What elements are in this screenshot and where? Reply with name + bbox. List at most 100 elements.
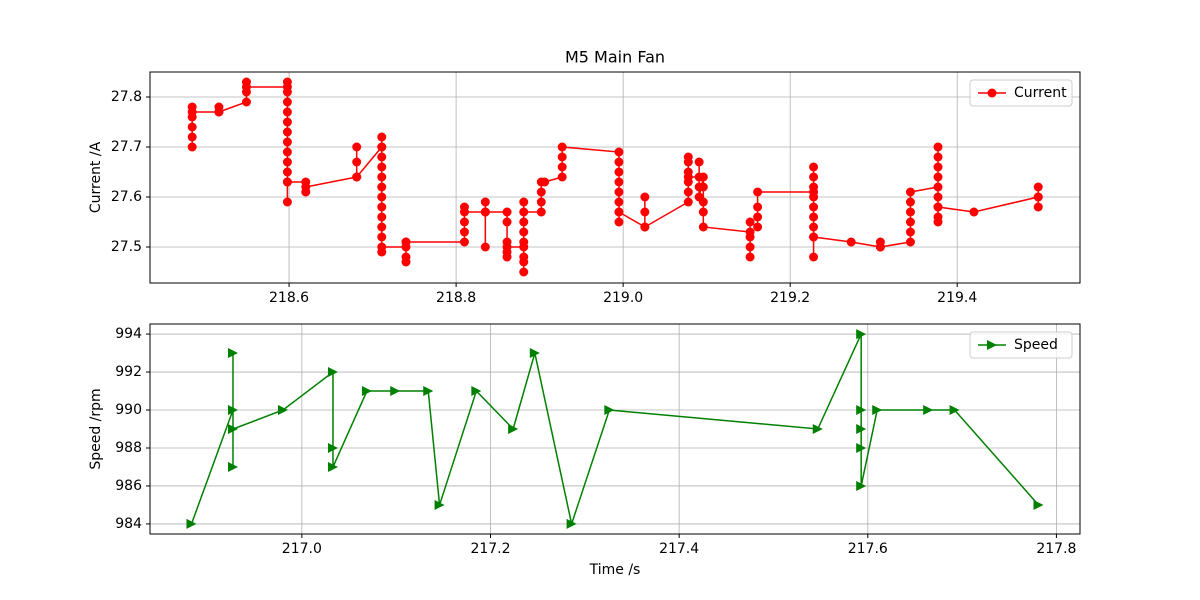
y-axis-label: Current /A [88,141,104,213]
marker [745,232,755,242]
marker [809,182,819,192]
marker [933,202,943,212]
marker [502,207,512,217]
marker [698,207,708,217]
marker [875,242,885,252]
legend-label: Current [1014,85,1067,101]
marker [566,518,577,529]
marker [480,197,490,207]
data-line [190,333,1040,527]
y-axis-label: Speed /rpm [88,388,104,469]
marker [377,242,387,252]
marker [604,405,615,416]
marker [282,167,292,177]
marker [508,424,519,434]
marker [933,152,943,162]
marker [872,405,883,416]
marker [557,172,567,182]
marker [519,207,529,217]
marker [745,217,755,227]
marker [812,424,823,434]
marker [377,152,387,162]
marker [282,197,292,207]
y-tick-label: 986 [115,478,142,494]
x-tick-label: 217.0 [282,541,322,557]
y-tick-label: 27.5 [111,239,142,255]
marker [377,162,387,172]
marker [282,137,292,147]
marker [698,172,708,182]
marker [390,386,401,397]
marker [519,227,529,237]
x-tick-label: 219.4 [937,290,977,306]
marker [614,147,624,157]
marker [683,197,693,207]
marker [519,217,529,227]
marker [282,107,292,117]
marker [614,207,624,217]
x-axis-label: Time /s [589,562,641,578]
marker [502,242,512,252]
marker [557,142,567,152]
marker [241,97,251,107]
marker [187,122,197,132]
marker [327,367,338,378]
marker [228,348,239,359]
marker [614,157,624,167]
marker [683,172,693,182]
marker [536,207,546,217]
marker [361,386,372,397]
marker [282,77,292,87]
axes-frame [149,71,1081,284]
marker [614,187,624,197]
marker [856,405,867,416]
x-tick-label: 219.0 [603,290,643,306]
marker [352,157,362,167]
y-tick-label: 988 [115,440,142,456]
marker [377,212,387,222]
marker [905,217,915,227]
marker [401,257,411,267]
marker [809,162,819,172]
y-tick-label: 992 [115,364,142,380]
marker [327,461,338,472]
marker [187,142,197,152]
marker [683,152,693,162]
marker [352,142,362,152]
y-tick-label: 990 [115,402,142,418]
marker [933,162,943,172]
marker [459,207,469,217]
marker [1033,499,1044,510]
marker [228,405,239,416]
marker [301,182,311,192]
marker [377,192,387,202]
marker [536,197,546,207]
x-tick-label: 217.8 [1036,541,1076,557]
marker [809,222,819,232]
marker [614,177,624,187]
y-tick-label: 27.8 [111,89,142,105]
marker [228,461,239,472]
marker [187,132,197,142]
marker [809,212,819,222]
marker [698,197,708,207]
marker [933,182,943,192]
marker [614,217,624,227]
legend-marker [987,88,997,98]
marker [282,97,292,107]
marker [502,252,512,262]
marker [277,405,288,416]
marker [423,386,434,397]
marker [377,142,387,152]
marker [214,107,224,117]
marker [519,237,529,247]
marker [536,187,546,197]
marker [282,157,292,167]
marker [856,480,867,491]
marker [933,142,943,152]
marker [640,207,650,217]
marker [809,192,819,202]
marker [459,217,469,227]
